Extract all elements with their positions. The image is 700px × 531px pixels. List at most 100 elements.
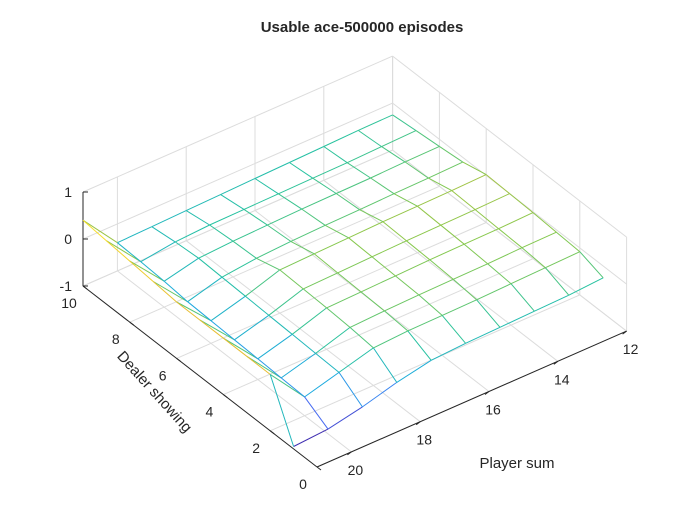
surface-mesh-segment bbox=[337, 272, 362, 293]
surface-mesh-segment bbox=[534, 294, 570, 312]
surface-mesh-segment bbox=[326, 307, 351, 328]
surface-mesh-segment bbox=[451, 190, 476, 210]
y-tick-label: 0 bbox=[299, 476, 307, 492]
surface-mesh-segment bbox=[290, 240, 315, 255]
surface-mesh-segment bbox=[359, 193, 395, 211]
surface-mesh-segment bbox=[176, 301, 212, 322]
surface-mesh-segment bbox=[289, 146, 325, 163]
surface-mesh-segment bbox=[185, 194, 221, 212]
surface-mesh-segment bbox=[323, 146, 348, 164]
surface-mesh-segment bbox=[245, 295, 270, 316]
surface-mesh-segment bbox=[384, 310, 409, 332]
surface-mesh-segment bbox=[510, 267, 546, 285]
surface-mesh-segment bbox=[278, 177, 314, 195]
surface-mesh-segment bbox=[174, 224, 210, 243]
surface-mesh-segment bbox=[487, 247, 523, 265]
surface-mesh-segment bbox=[220, 178, 256, 196]
surface-mesh-segment bbox=[185, 210, 210, 226]
surface-mesh-segment bbox=[243, 208, 268, 226]
surface-mesh-segment bbox=[280, 352, 316, 379]
surface-mesh-segment bbox=[268, 314, 293, 335]
surface-mesh-segment bbox=[474, 193, 510, 211]
surface-mesh-segment bbox=[210, 295, 246, 322]
surface-mesh-segment bbox=[198, 240, 234, 259]
surface-mesh-segment bbox=[151, 226, 176, 243]
surface-mesh-segment bbox=[348, 221, 384, 239]
surface-mesh-segment bbox=[257, 333, 293, 360]
z-tick-label: 0 bbox=[64, 231, 72, 247]
surface-mesh-segment bbox=[393, 177, 429, 195]
surface-mesh-segment bbox=[129, 260, 154, 282]
x-tick-mark bbox=[553, 360, 559, 365]
surface-mesh-segment bbox=[280, 377, 305, 398]
surface-mesh-segment bbox=[439, 145, 464, 163]
y-axis-line bbox=[82, 285, 318, 468]
surface-mesh-segment bbox=[441, 299, 477, 316]
surface-mesh-segment bbox=[223, 337, 259, 360]
surface-mesh-segment bbox=[315, 327, 351, 354]
surface-mesh-segment bbox=[359, 209, 384, 223]
surface-mesh-segment bbox=[395, 275, 420, 296]
surface-mesh-segment bbox=[360, 275, 396, 293]
surface-mesh-segment bbox=[404, 161, 429, 179]
surface-mesh-segment bbox=[304, 371, 340, 398]
surface-mesh-segment bbox=[556, 231, 581, 253]
surface-mesh-segment bbox=[430, 342, 466, 361]
grid-line bbox=[223, 258, 534, 396]
surface-mesh-segment bbox=[404, 145, 440, 163]
surface-mesh-segment bbox=[440, 224, 465, 245]
y-tick-mark bbox=[129, 321, 135, 326]
surface-mesh-segment bbox=[407, 314, 443, 332]
surface-mesh-segment bbox=[349, 327, 374, 349]
surface-mesh-segment bbox=[220, 194, 245, 210]
surface-mesh-segment bbox=[337, 256, 373, 274]
surface-mesh-segment bbox=[338, 372, 363, 408]
surface-mesh-segment bbox=[106, 240, 131, 262]
surface-mesh-segment bbox=[487, 263, 512, 285]
surface-mesh-segment bbox=[407, 330, 432, 361]
surface-mesh-segment bbox=[209, 224, 234, 242]
surface-mesh-segment bbox=[441, 315, 466, 344]
surface-mesh-segment bbox=[370, 161, 406, 179]
tick-labels-layer: 12 14 16 18 20 0 2 4 6 8 10-1 0 1 bbox=[60, 184, 639, 492]
surface-mesh-segment bbox=[152, 281, 188, 303]
surface-mesh-segment bbox=[360, 291, 385, 312]
y-tick-mark bbox=[316, 466, 322, 471]
y-tick-mark bbox=[223, 394, 228, 399]
surface-mesh-segment bbox=[521, 247, 546, 269]
surface-mesh-segment bbox=[381, 146, 406, 163]
surface-mesh-segment bbox=[392, 114, 417, 132]
surface-mesh-segment bbox=[291, 333, 316, 354]
surface-mesh-segment bbox=[327, 406, 363, 430]
surface-mesh-segment bbox=[510, 283, 535, 312]
surface-mesh-segment bbox=[256, 240, 292, 259]
surface-mesh-segment bbox=[415, 130, 440, 147]
surface-mesh-segment bbox=[256, 257, 281, 271]
x-axis-line bbox=[316, 330, 627, 468]
surface-mesh-segment bbox=[129, 260, 165, 282]
x-tick-label: 14 bbox=[554, 371, 570, 387]
surface-mesh-segment bbox=[315, 353, 340, 373]
surface-mesh-segment bbox=[338, 347, 374, 373]
surface-mesh-segment bbox=[232, 224, 268, 242]
surface-mesh-segment bbox=[267, 224, 292, 242]
surface-mesh-segment bbox=[279, 253, 315, 271]
surface-mesh-segment bbox=[568, 277, 604, 296]
surface-mesh-segment bbox=[246, 355, 282, 379]
z-tick-label: 1 bbox=[64, 184, 72, 200]
surface-mesh-segment bbox=[440, 209, 476, 226]
surface-mesh-segment bbox=[509, 193, 534, 213]
surface-mesh-segment bbox=[463, 243, 488, 265]
surface-mesh-segment bbox=[393, 193, 418, 207]
surface-mesh-segment bbox=[176, 301, 201, 321]
x-tick-label: 18 bbox=[416, 432, 432, 448]
surface-mesh-segment bbox=[210, 320, 235, 341]
surface-mesh-segment bbox=[291, 307, 327, 335]
surface-mesh-segment bbox=[268, 288, 304, 316]
surface-mesh-segment bbox=[499, 310, 535, 328]
x-tick-label: 16 bbox=[485, 402, 501, 418]
surface-mesh-segment bbox=[82, 219, 118, 244]
surface-mesh-segment bbox=[476, 299, 501, 328]
